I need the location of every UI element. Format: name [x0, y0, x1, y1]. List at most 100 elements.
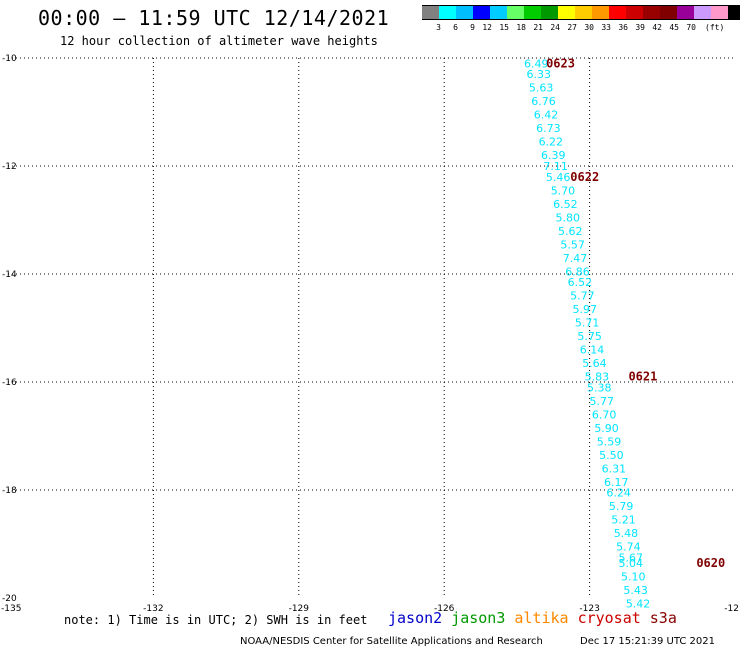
chart-title: 00:00 – 11:59 UTC 12/14/2021: [38, 6, 390, 30]
color-scale-label: 36: [618, 23, 628, 32]
wave-height-value: 5.71: [575, 317, 600, 330]
pass-time-label: 0623: [546, 56, 575, 70]
color-swatch: [456, 5, 473, 20]
y-tick-label: -16: [2, 378, 17, 388]
color-swatch: [677, 5, 694, 20]
wave-height-color-scale: 3 6 9 12 15 18 21 24 27 30 33 36 39 42 45 70: [422, 5, 740, 34]
wave-height-value: 6.73: [536, 122, 561, 135]
wave-height-value: 5.63: [529, 82, 554, 95]
wave-height-value: 5.83: [585, 371, 610, 384]
wave-height-value: 6.76: [531, 95, 556, 108]
wave-height-value: 5.10: [621, 570, 646, 583]
wave-height-value: 6.14: [580, 344, 605, 357]
wave-height-value: 6.42: [534, 109, 559, 122]
mission-legend: jason2 jason3 altika cryosat s3a: [388, 609, 686, 627]
wave-height-value: 5.42: [626, 597, 651, 610]
wave-height-value: 5.21: [611, 514, 636, 527]
wave-height-value: 5.64: [582, 357, 607, 370]
color-swatch: [626, 5, 643, 20]
footer-note: note: 1) Time is in UTC; 2) SWH is in fe…: [64, 613, 368, 627]
wave-height-value: 6.39: [541, 149, 566, 162]
wave-height-value: 6.52: [553, 198, 578, 211]
generation-timestamp: Dec 17 15:21:39 UTC 2021: [580, 636, 715, 647]
wave-height-value: 6.17: [604, 476, 629, 489]
wave-height-value: 5.04: [619, 557, 644, 570]
y-tick-label: -18: [2, 486, 17, 496]
color-scale-labels: 3 6 9 12 15 18 21 24 27 30 33 36 39 42 45 70: [422, 20, 740, 34]
mission-s3a: s3a: [649, 609, 677, 627]
color-scale-label: 70: [686, 23, 696, 32]
color-swatch: [490, 5, 507, 20]
color-swatch: [473, 5, 490, 20]
color-scale-label: 33: [601, 23, 611, 32]
wave-height-value: 5.46: [546, 171, 571, 184]
wave-height-value: 5.70: [551, 184, 576, 197]
color-swatch: [643, 5, 660, 20]
y-tick-label: -12: [2, 162, 17, 172]
color-swatch-row: [422, 5, 740, 20]
pass-time-label: 0621: [628, 370, 657, 384]
color-swatch: [609, 5, 626, 20]
color-swatch: [660, 5, 677, 20]
mission-jason2: jason2: [388, 609, 443, 627]
wave-height-value: 5.74: [616, 541, 641, 554]
color-scale-label: 42: [652, 23, 662, 32]
wave-height-value: 5.50: [599, 449, 624, 462]
color-scale-label: 15: [499, 23, 509, 32]
wave-height-value: 6.24: [606, 487, 631, 500]
color-scale-label: 39: [635, 23, 645, 32]
color-swatch: [592, 5, 609, 20]
color-swatch: [575, 5, 592, 20]
wave-height-value: 5.43: [623, 584, 648, 597]
color-swatch: [728, 5, 740, 20]
wave-height-value: 5.67: [619, 552, 644, 565]
wave-height-value: 6.70: [592, 408, 617, 421]
color-scale-label: 9: [470, 23, 475, 32]
wave-height-value: 7.11: [543, 160, 568, 173]
wave-height-value: 5.90: [594, 422, 619, 435]
color-swatch: [541, 5, 558, 20]
color-swatch: [524, 5, 541, 20]
wave-height-value: 5.77: [570, 290, 595, 303]
color-swatch: [694, 5, 711, 20]
color-scale-label: 12: [482, 23, 492, 32]
color-scale-label: 3: [436, 23, 441, 32]
wave-height-value: 5.59: [597, 435, 622, 448]
mission-jason3: jason3: [451, 609, 506, 627]
color-scale-label: 24: [550, 23, 560, 32]
wave-height-value: 5.75: [577, 330, 602, 343]
x-tick-label: -132: [143, 604, 163, 614]
color-scale-label: 6: [453, 23, 458, 32]
pass-time-label: 0620: [696, 556, 725, 570]
axis-tick-labels: -10 -12 -14 -16 -18 -20-135 -132 -129 -126 -123 -1…: [1, 54, 739, 614]
wave-height-value: 6.31: [602, 462, 627, 475]
credit-line: NOAA/NESDIS Center for Satellite Applica…: [240, 636, 543, 647]
color-swatch: [558, 5, 575, 20]
wave-height-value: 6.86: [565, 265, 590, 278]
x-tick-label: -12: [724, 604, 739, 614]
wave-height-value: 6.22: [539, 136, 564, 149]
wave-height-value: 5.80: [556, 211, 581, 224]
color-scale-unit: (ft): [705, 23, 725, 32]
color-swatch: [507, 5, 524, 20]
color-swatch: [711, 5, 728, 20]
chart-subtitle: 12 hour collection of altimeter wave hei…: [60, 34, 378, 48]
x-tick-label: -135: [1, 604, 21, 614]
wave-height-value: 5.77: [589, 395, 614, 408]
x-tick-label: -129: [289, 604, 310, 614]
wave-height-labels: 6.496.335.636.766.426.736.226.397.115.46…: [524, 57, 650, 610]
color-scale-label: 18: [516, 23, 526, 32]
color-scale-label: 30: [584, 23, 594, 32]
mission-cryosat: cryosat: [577, 609, 641, 627]
pass-time-label: 0622: [570, 170, 599, 184]
wave-height-value: 6.52: [568, 276, 593, 289]
y-tick-label: -20: [2, 594, 17, 604]
y-tick-label: -14: [2, 270, 17, 280]
color-swatch: [439, 5, 456, 20]
color-scale-label: 27: [567, 23, 577, 32]
wave-height-value: 5.62: [558, 225, 583, 238]
mission-altika: altika: [514, 609, 569, 627]
color-swatch: [422, 5, 439, 20]
wave-height-value: 7.47: [563, 252, 588, 265]
